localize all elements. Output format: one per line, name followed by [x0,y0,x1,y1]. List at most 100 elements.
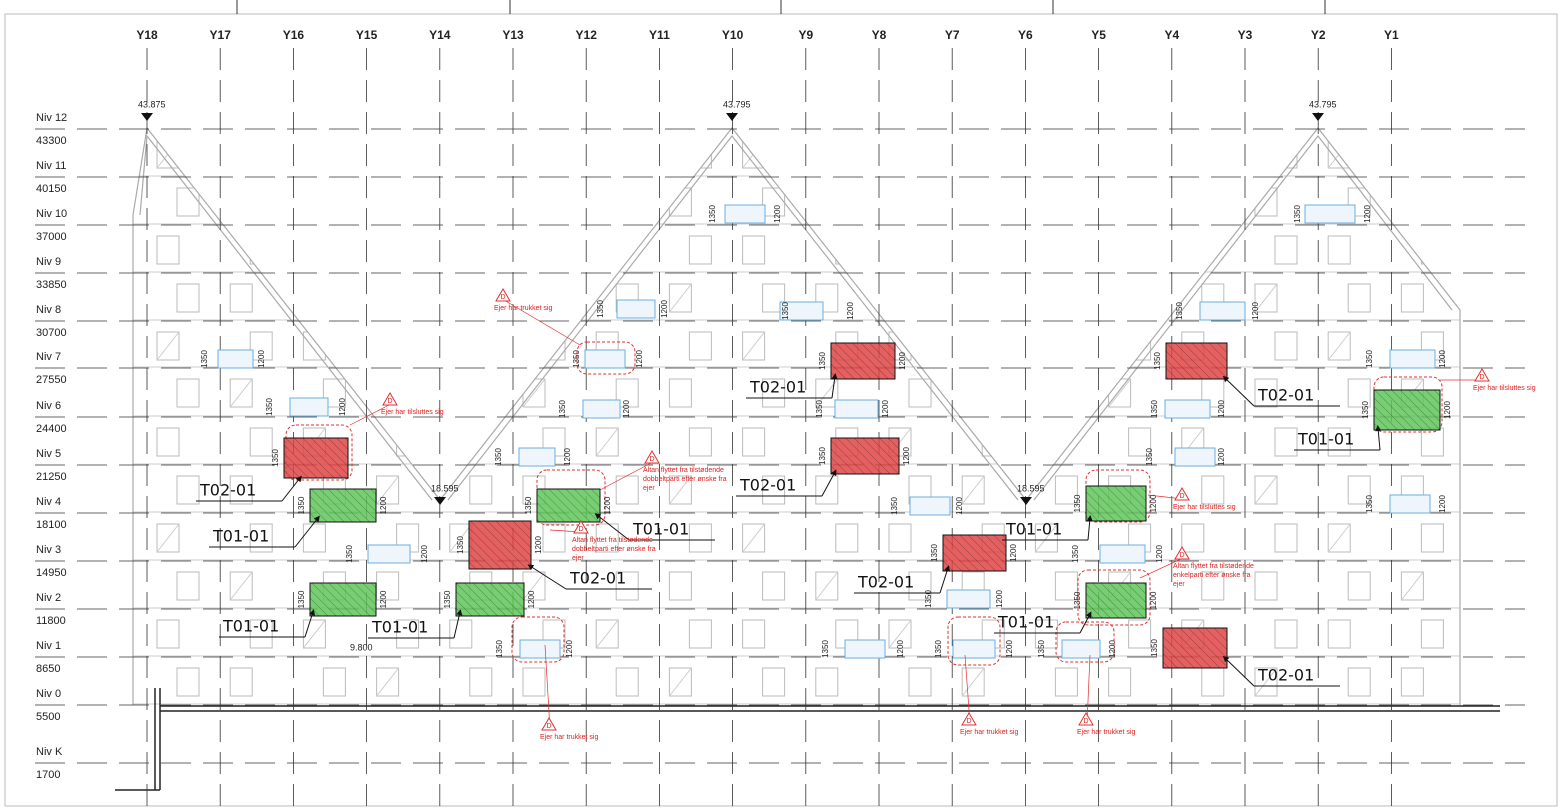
window [1128,427,1152,457]
balcony [289,397,329,417]
dimension: 1350 [1153,352,1162,370]
tag-hatch [310,489,376,522]
dimension: 1350 [494,448,503,466]
window [815,475,839,505]
revision-triangle [495,288,511,302]
elevation-marker [1020,497,1032,505]
tag-arrow [944,565,950,572]
window-sash [376,283,399,313]
window [1181,139,1205,169]
window [615,378,639,408]
tag-label: T01-01 [222,617,279,636]
window [1201,571,1225,601]
dimension: 1200 [1251,302,1260,320]
level-elevation: 33850 [36,279,67,291]
window-sash [669,667,692,697]
dimension: 1200 [635,350,644,368]
grid-label: Y3 [1238,28,1253,42]
window [249,235,273,265]
tag-leader [821,471,836,497]
window-sash [595,235,619,265]
window-sash [888,235,912,265]
window-sash [961,667,985,697]
window [1201,475,1225,505]
window [1400,283,1424,313]
window [908,667,932,697]
dimension: 1200 [1149,494,1158,512]
window [1347,283,1371,313]
dimension: 1350 [934,640,943,658]
tag-leader [1224,657,1255,687]
window [688,331,712,361]
window [376,283,400,313]
roof [132,126,1461,705]
level-name: Niv 7 [36,351,61,363]
annotation-text: Altan flyttet fra tilstødende [572,537,653,544]
dimension: 1200 [534,536,543,554]
window [1201,187,1225,217]
balcony [582,399,621,419]
window-sash [1181,235,1205,265]
dimension: 1200 [902,447,911,465]
tag-hatch [1374,390,1440,430]
balcony [1389,349,1436,369]
level-elevation: 21250 [36,471,67,483]
revision-symbol: D [966,718,971,725]
tag-leader [939,567,949,594]
window [762,571,786,601]
window [1254,667,1278,697]
window [762,667,786,697]
window [1254,283,1278,313]
window-sash [742,331,765,361]
dimension: 1350 [818,447,827,465]
window [595,235,619,265]
window [542,235,566,265]
window [815,571,839,601]
window [229,667,253,697]
window-sash [669,475,692,505]
tag-hatch [284,438,348,478]
elevation-marker [434,497,446,505]
window-sash [449,331,473,361]
grid-label: Y1 [1384,28,1399,42]
revision-cloud [511,616,565,663]
tag-arrow [309,609,315,616]
tag-hatch [831,438,899,474]
window-sash [961,475,985,505]
window-sash [522,378,546,408]
level-name: Niv 9 [36,256,61,268]
balcony [724,204,766,224]
dimension: 1350 [821,640,830,658]
elevation-mark: 43.795 [723,99,751,109]
window [688,619,712,649]
tag-arrow [1086,515,1093,522]
level-elevation: 30700 [36,327,67,339]
tag-label: T02-01 [199,481,256,500]
balcony [946,589,991,609]
tag-hatch [1086,486,1146,521]
window [229,283,253,313]
window [176,283,200,313]
tag-label: T02-01 [569,569,626,588]
window [595,427,619,457]
window-sash [742,523,765,553]
annotation-text: Altan flyttet fra tilstødende [1173,563,1254,570]
dimension: 1200 [527,590,536,608]
dimension: 1350 [495,640,504,658]
window [176,571,200,601]
level-name: Niv 12 [36,112,67,124]
window [229,475,253,505]
dimension: 1200 [563,448,572,466]
dimension: 1350 [524,496,533,514]
window-sash [522,187,546,217]
revision-triangle [1174,487,1190,501]
window [1400,571,1424,601]
annotation-text: Ejer har trukket sig [1077,729,1135,736]
balcony [779,301,824,321]
window [396,619,420,649]
tag-hatch [1166,343,1227,379]
window [1274,235,1298,265]
window [322,283,346,313]
dimension: 1200 [1217,448,1226,466]
level-name: Niv 6 [36,400,61,412]
